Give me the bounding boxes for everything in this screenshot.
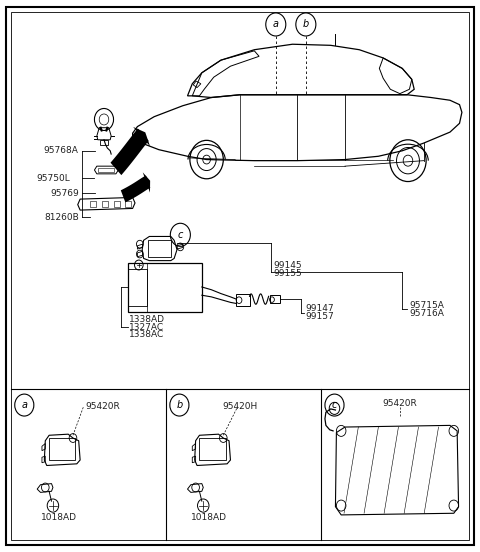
Text: a: a: [21, 400, 27, 410]
Bar: [49, 438, 75, 460]
Text: 95420R: 95420R: [383, 399, 417, 408]
Text: 99145: 99145: [274, 261, 302, 269]
Text: 99157: 99157: [305, 311, 334, 321]
Text: 99155: 99155: [274, 269, 302, 278]
Text: b: b: [176, 400, 182, 410]
Text: c: c: [178, 230, 183, 240]
Bar: [128, 269, 147, 306]
Text: 95420R: 95420R: [85, 402, 120, 411]
Polygon shape: [110, 129, 149, 175]
Text: 81260B: 81260B: [44, 213, 79, 222]
Bar: [128, 263, 202, 312]
Text: 95769: 95769: [50, 189, 79, 198]
Bar: [270, 295, 280, 304]
Bar: [236, 294, 250, 306]
Bar: [90, 201, 96, 208]
Bar: [102, 201, 108, 208]
Text: 1338AD: 1338AD: [129, 315, 165, 325]
Bar: [124, 201, 131, 208]
Text: 1327AC: 1327AC: [129, 322, 164, 332]
Polygon shape: [133, 127, 150, 146]
Text: 95716A: 95716A: [409, 309, 444, 318]
Text: 95420H: 95420H: [222, 402, 258, 411]
Text: 95750L: 95750L: [37, 174, 71, 183]
Bar: [199, 438, 226, 460]
Text: c: c: [332, 400, 337, 410]
Bar: [98, 168, 115, 172]
Text: b: b: [303, 19, 309, 29]
Text: 1338AC: 1338AC: [129, 330, 164, 339]
Text: 1018AD: 1018AD: [40, 513, 76, 522]
Polygon shape: [143, 172, 150, 193]
Text: 95768A: 95768A: [44, 146, 79, 155]
Bar: [148, 240, 171, 257]
Text: 95715A: 95715A: [409, 301, 444, 310]
Text: 99147: 99147: [305, 305, 334, 314]
Text: a: a: [273, 19, 279, 29]
Polygon shape: [121, 176, 150, 203]
Bar: [114, 201, 120, 208]
Text: 1018AD: 1018AD: [191, 513, 227, 522]
Bar: [100, 140, 108, 145]
